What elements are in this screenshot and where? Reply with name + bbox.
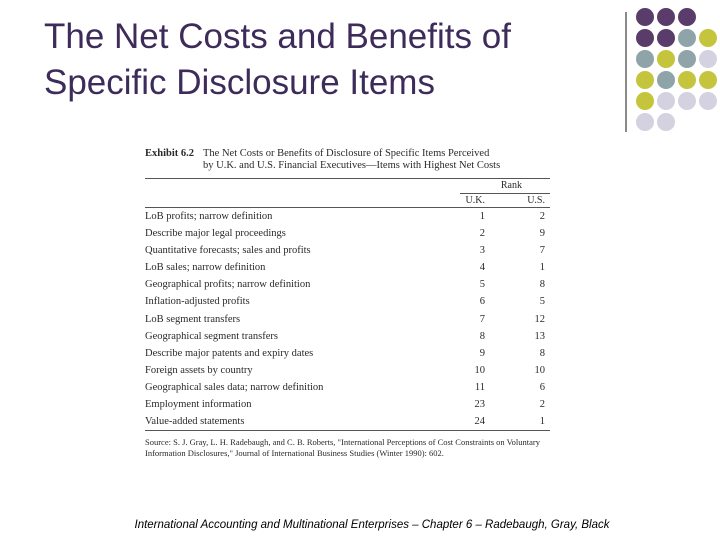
row-item: Geographical profits; narrow definition (145, 279, 311, 291)
exhibit-title: The Net Costs or Benefits of Disclosure … (203, 148, 550, 172)
decor-dot (678, 92, 696, 110)
exhibit-table: Exhibit 6.2 The Net Costs or Benefits of… (145, 148, 550, 459)
slide-footer: International Accounting and Multination… (134, 519, 610, 531)
table-row: Describe major legal proceedings 2 9 (145, 225, 550, 242)
row-uk-rank: 2 (479, 228, 485, 240)
table-row: Quantitative forecasts; sales and profit… (145, 242, 550, 259)
row-uk-rank: 7 (479, 313, 485, 325)
row-item: LoB profits; narrow definition (145, 211, 273, 222)
decor-dot (699, 50, 717, 68)
table-body: LoB profits; narrow definition 1 2 Describe… (145, 208, 550, 430)
row-uk-rank: 5 (479, 279, 485, 291)
row-uk-rank: 8 (479, 330, 485, 342)
divider-line (625, 12, 627, 132)
row-item: Inflation-adjusted profits (145, 296, 250, 308)
title-line-2: Specific Disclosure Items (44, 63, 435, 102)
row-us-rank: 13 (534, 330, 546, 342)
decor-dot (657, 92, 675, 110)
row-us-rank: 10 (534, 364, 546, 376)
table-row: Inflation-adjusted profits 6 5 (145, 293, 550, 310)
decor-dot (636, 71, 654, 89)
decor-dot (636, 92, 654, 110)
slide-title: The Net Costs and Benefits of Specific D… (44, 14, 604, 106)
row-uk-rank: 3 (479, 245, 485, 257)
row-uk-rank: 10 (474, 364, 486, 376)
decor-dot (657, 113, 675, 131)
row-us-rank: 2 (539, 211, 545, 222)
row-uk-rank: 23 (474, 399, 486, 411)
exhibit-title-line-1: The Net Costs or Benefits of Disclosure … (203, 148, 490, 159)
col-header-us: U.S. (527, 195, 545, 206)
row-us-rank: 12 (534, 313, 546, 325)
row-uk-rank: 9 (479, 347, 485, 359)
row-us-rank: 7 (539, 245, 545, 257)
rank-header: Rank (500, 180, 522, 191)
row-us-rank: 5 (539, 296, 545, 308)
row-us-rank: 6 (539, 381, 545, 393)
decor-dot (699, 71, 717, 89)
table-row: Geographical segment transfers 8 13 (145, 328, 550, 345)
table-row: Employment information 23 2 (145, 396, 550, 413)
title-line-1: The Net Costs and Benefits of (44, 17, 511, 56)
bottom-rule (145, 430, 550, 432)
table-row: Geographical profits; narrow definition 5… (145, 276, 550, 293)
row-us-rank: 8 (539, 347, 545, 359)
row-item: Foreign assets by country (145, 364, 253, 376)
row-uk-rank: 11 (474, 381, 485, 393)
top-rule (145, 178, 550, 179)
col-header-uk: U.K. (465, 195, 485, 206)
row-item: Describe major legal proceedings (145, 228, 286, 240)
decor-dot (657, 29, 675, 47)
row-us-rank: 8 (539, 279, 545, 291)
column-header-row: U.K. U.S. (145, 194, 550, 207)
row-item: Value-added statements (145, 416, 245, 428)
exhibit-number: Exhibit 6.2 (145, 148, 195, 159)
table-row: Foreign assets by country 10 10 (145, 362, 550, 379)
row-uk-rank: 24 (474, 416, 486, 428)
row-uk-rank: 1 (479, 211, 485, 222)
row-us-rank: 9 (539, 228, 545, 240)
row-item: Describe major patents and expiry dates (145, 347, 314, 359)
decor-dot (636, 8, 654, 26)
decor-dot (678, 50, 696, 68)
exhibit-header: Exhibit 6.2 The Net Costs or Benefits of… (145, 148, 550, 172)
decor-dot (678, 71, 696, 89)
row-item: Employment information (145, 399, 252, 411)
row-us-rank: 1 (539, 416, 545, 428)
row-us-rank: 1 (539, 262, 545, 274)
decorative-dot-grid (636, 8, 720, 136)
table-row: LoB profits; narrow definition 1 2 (145, 208, 550, 225)
decor-dot (699, 29, 717, 47)
decor-dot (657, 8, 675, 26)
row-uk-rank: 6 (479, 296, 485, 308)
row-item: Quantitative forecasts; sales and profit… (145, 245, 311, 257)
decor-dot (636, 50, 654, 68)
rank-rule (460, 193, 550, 194)
table-row: Geographical sales data; narrow definiti… (145, 379, 550, 396)
table-row: Describe major patents and expiry dates 9… (145, 345, 550, 362)
decor-dot (678, 8, 696, 26)
decor-dot (699, 92, 717, 110)
decor-dot (678, 29, 696, 47)
table-row: LoB sales; narrow definition 4 1 (145, 259, 550, 276)
row-item: Geographical sales data; narrow definiti… (145, 381, 324, 393)
row-item: Geographical segment transfers (145, 330, 278, 342)
row-item: LoB segment transfers (145, 313, 241, 325)
header-rule (145, 207, 550, 208)
decor-dot (657, 71, 675, 89)
row-uk-rank: 4 (479, 262, 485, 274)
row-item: LoB sales; narrow definition (145, 262, 266, 274)
decor-dot (636, 113, 654, 131)
source-note: Source: S. J. Gray, L. H. Radebaugh, and… (145, 437, 540, 459)
table-row: LoB segment transfers 7 12 (145, 311, 550, 328)
exhibit-title-line-2: by U.K. and U.S. Financial Executives—It… (203, 160, 501, 171)
table-row: Value-added statements 24 1 (145, 413, 550, 430)
decor-dot (657, 50, 675, 68)
decor-dot (636, 29, 654, 47)
row-us-rank: 2 (539, 399, 545, 411)
